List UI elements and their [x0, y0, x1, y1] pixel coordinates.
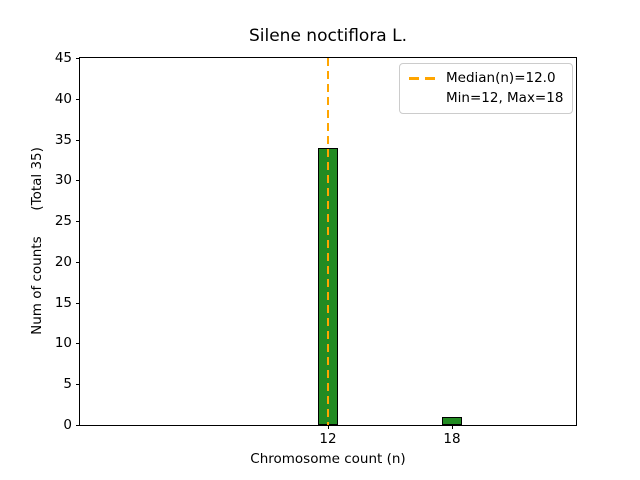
- median-dashed-line-swatch: [409, 76, 437, 80]
- y-tick-5: [76, 384, 80, 386]
- y-tick-10: [76, 343, 80, 345]
- y-tick-35: [76, 139, 80, 141]
- legend-minmax-label: Min=12, Max=18: [446, 90, 564, 106]
- y-tick-30: [76, 180, 80, 182]
- y-tick-15: [76, 302, 80, 304]
- x-tick-label-18: 18: [443, 431, 461, 447]
- legend-median-label: Median(n)=12.0: [446, 70, 556, 86]
- y-tick-20: [76, 261, 80, 263]
- legend-empty-swatch: [409, 97, 437, 100]
- chart-title: Silene noctiflora L.: [248, 26, 408, 46]
- legend-entry-median: Median(n)=12.0: [409, 69, 563, 87]
- bar-n18: [441, 416, 463, 425]
- legend-entry-minmax: Min=12, Max=18: [409, 89, 563, 107]
- y-tick-label-5: 5: [63, 376, 72, 393]
- x-tick-12: [328, 425, 329, 429]
- y-tick-label-10: 10: [54, 335, 72, 352]
- x-axis-label: Chromosome count (n): [250, 451, 406, 467]
- y-tick-label-35: 35: [54, 131, 72, 148]
- x-tick-label-12: 12: [319, 431, 337, 447]
- median-line: [327, 58, 329, 425]
- y-tick-label-40: 40: [54, 90, 72, 107]
- y-tick-25: [76, 221, 80, 223]
- y-tick-label-20: 20: [54, 253, 72, 270]
- x-tick-18: [452, 425, 453, 429]
- legend: Median(n)=12.0 Min=12, Max=18: [399, 63, 574, 114]
- y-tick-label-15: 15: [54, 294, 72, 311]
- y-tick-label-0: 0: [63, 417, 72, 433]
- y-tick-label-45: 45: [54, 50, 72, 66]
- y-tick-0: [76, 425, 80, 426]
- y-tick-40: [76, 98, 80, 100]
- y-tick-45: [76, 58, 80, 59]
- plot-area: 0 5 10 15 20 25 30 35 40 45 12 18: [55, 50, 577, 447]
- y-axis-label: Num of counts (Total 35): [29, 147, 45, 335]
- y-tick-label-30: 30: [54, 172, 72, 189]
- y-tick-label-25: 25: [54, 213, 72, 230]
